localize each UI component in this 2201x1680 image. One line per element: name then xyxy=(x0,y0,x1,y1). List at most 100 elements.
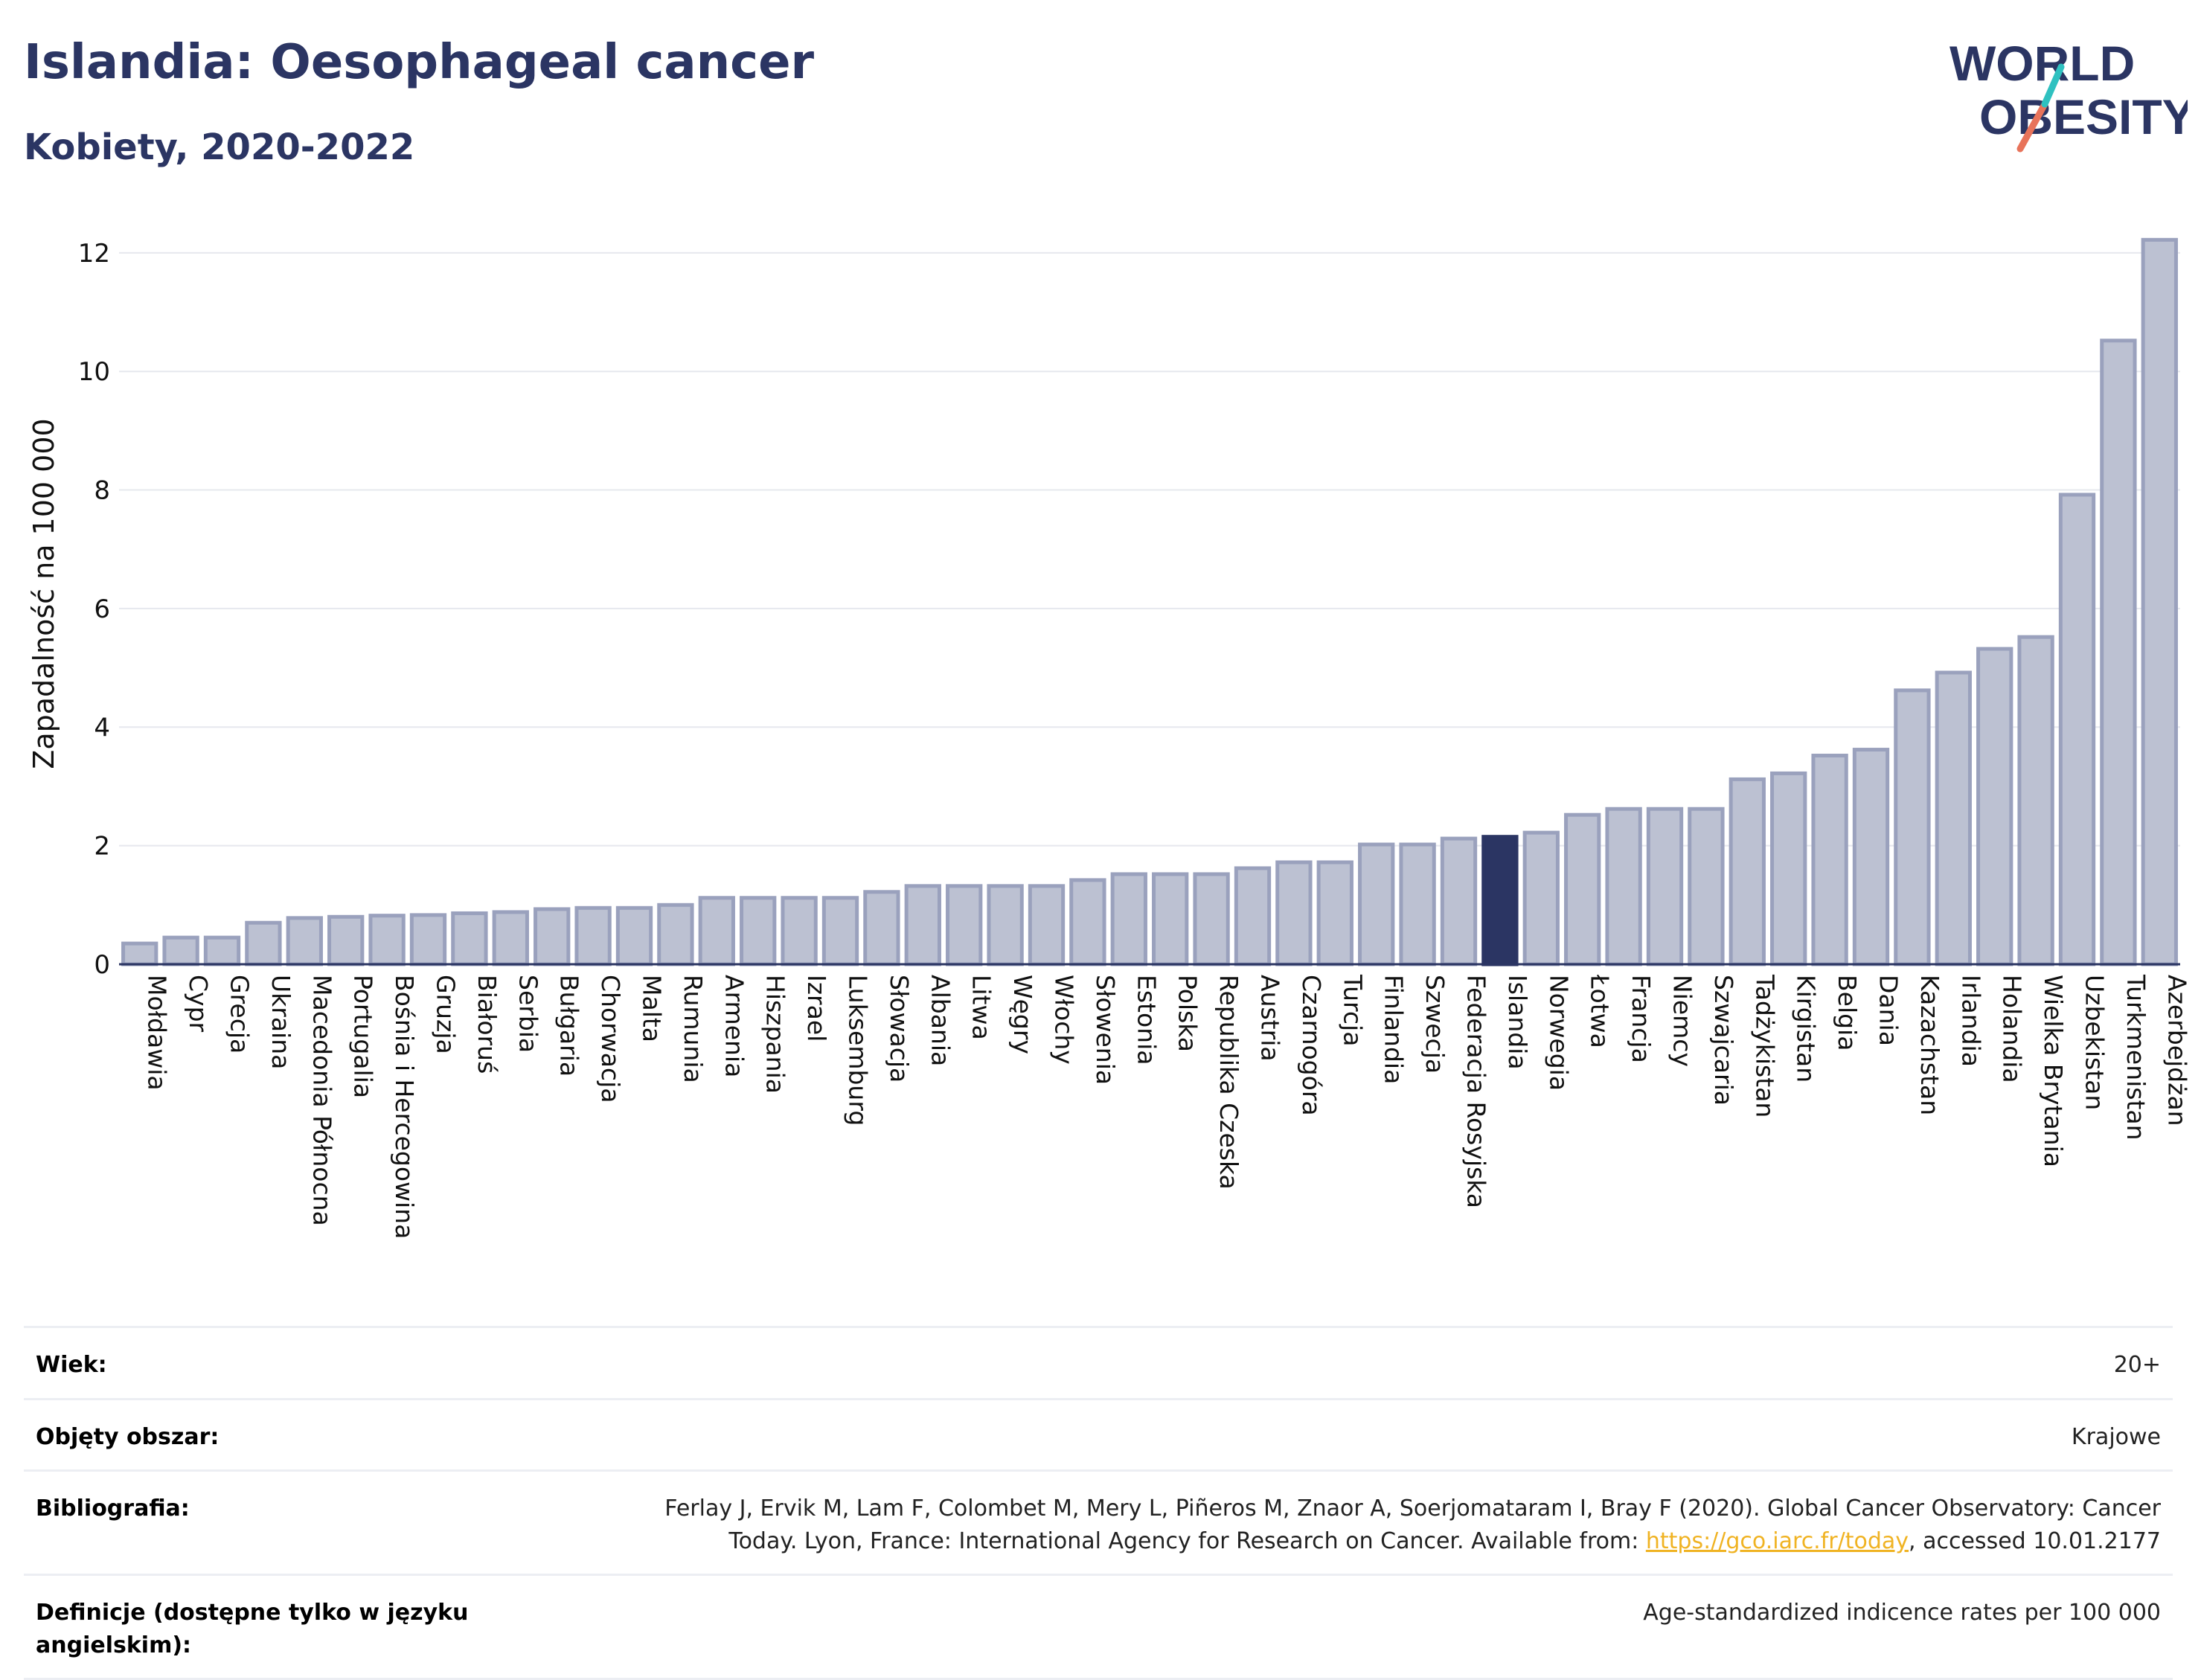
x-tick-label: Armenia xyxy=(720,975,749,1077)
bibliography-line-1: Ferlay J, Ervik M, Lam F, Colombet M, Me… xyxy=(664,1495,2161,1522)
x-tick-label: Gruzja xyxy=(432,975,461,1054)
x-tick-label: Wielka Brytania xyxy=(2039,975,2068,1167)
info-table: Wiek: 20+ Objęty obszar: Krajowe Bibliog… xyxy=(24,1326,2173,1680)
x-tick-label: Belgia xyxy=(1833,975,1862,1051)
x-tick-label: Federacja Rosyjska xyxy=(1462,975,1491,1208)
x-tick-label: Szwecja xyxy=(1420,975,1449,1074)
bar xyxy=(1605,807,1642,966)
bar xyxy=(2017,635,2054,966)
x-tick-label: Słowacja xyxy=(885,975,914,1083)
x-tick-label: Włochy xyxy=(1050,975,1079,1065)
bar xyxy=(1110,872,1147,966)
y-tick-label: 12 xyxy=(78,239,110,269)
x-tick-label: Albania xyxy=(926,975,955,1066)
x-tick-label: Kazachstan xyxy=(1915,975,1944,1115)
bar xyxy=(1399,842,1436,966)
x-tick-label: Niemcy xyxy=(1668,975,1697,1067)
bar xyxy=(1152,872,1189,966)
x-tick-label: Ukraina xyxy=(266,975,295,1069)
bar xyxy=(1316,860,1353,966)
bar xyxy=(409,913,447,966)
chart-subtitle: Kobiety, 2020-2022 xyxy=(24,126,415,168)
x-tick-label: Serbia xyxy=(513,975,542,1053)
bar xyxy=(1811,754,1848,966)
x-tick-label: Bośnia i Hercegowina xyxy=(390,975,419,1239)
bar xyxy=(574,905,612,966)
y-tick-label: 8 xyxy=(94,476,110,506)
bar xyxy=(1646,807,1684,966)
x-tick-label: Bułgaria xyxy=(555,975,584,1077)
x-tick-label: Tadżykistan xyxy=(1750,974,1779,1118)
bar xyxy=(2141,237,2178,966)
bar xyxy=(821,896,859,966)
bar xyxy=(1275,860,1313,966)
bar xyxy=(781,896,818,966)
bar xyxy=(740,896,777,966)
world-obesity-logo: WORLD OBESITY xyxy=(1949,36,2188,153)
bar xyxy=(451,911,488,966)
x-tick-label: Łotwa xyxy=(1586,974,1615,1048)
bar xyxy=(615,905,653,966)
bar xyxy=(162,935,199,966)
x-tick-label: Islandia xyxy=(1503,975,1532,1070)
x-tick-label: Estonia xyxy=(1132,975,1161,1065)
bar xyxy=(203,935,241,966)
y-tick-label: 4 xyxy=(94,713,110,743)
bar xyxy=(1358,842,1395,966)
bibliography-link[interactable]: https://gco.iarc.fr/today xyxy=(1645,1527,1909,1554)
x-tick-label: Grecja xyxy=(225,975,254,1054)
chart-title: Islandia: Oesophageal cancer xyxy=(24,35,815,90)
x-tick-label: Malta xyxy=(638,975,667,1042)
bar xyxy=(1564,812,1601,966)
logo-obesity-text: OBESITY xyxy=(1979,89,2188,144)
y-tick-label: 10 xyxy=(78,357,110,387)
y-tick-label: 6 xyxy=(94,594,110,624)
bar xyxy=(1688,807,1725,966)
bar xyxy=(1770,771,1807,966)
bar xyxy=(1440,836,1478,966)
x-tick-label: Białoruś xyxy=(472,975,502,1074)
x-tick-label: Węgry xyxy=(1008,975,1037,1054)
x-tick-label: Cypr xyxy=(184,975,213,1033)
x-tick-label: Republika Czeska xyxy=(1214,975,1243,1190)
bibliography-line-2-end: , accessed 10.01.2177 xyxy=(1909,1527,2161,1554)
bar xyxy=(1028,884,1066,966)
x-tick-label: Czarnogóra xyxy=(1297,975,1326,1116)
x-tick-label: Turcja xyxy=(1338,974,1367,1046)
x-tick-label: Litwa xyxy=(967,975,996,1040)
bar xyxy=(1935,670,1972,966)
x-tick-label: Izrael xyxy=(802,975,831,1042)
bar xyxy=(863,890,900,966)
bar xyxy=(698,896,735,966)
x-tick-label: Mołdawia xyxy=(143,975,172,1091)
bar xyxy=(1729,777,1766,966)
info-label-area: Objęty obszar: xyxy=(36,1423,220,1450)
info-row-age: Wiek: 20+ xyxy=(24,1326,2173,1398)
x-tick-label: Słowenia xyxy=(1091,975,1120,1085)
x-tick-label: Rumunia xyxy=(679,975,708,1083)
info-row-bibliography: Bibliografia: Ferlay J, Ervik M, Lam F, … xyxy=(24,1469,2173,1574)
bar-chart: 0 2 4 6 8 10 12 Mołdawia Cypr Grecja Ukraina Maced… xyxy=(28,237,2192,1239)
logo-slash-accent-icon xyxy=(2041,63,2065,108)
info-label-age: Wiek: xyxy=(36,1352,107,1378)
info-value-bibliography: Ferlay J, Ervik M, Lam F, Colombet M, Me… xyxy=(664,1493,2161,1557)
bar xyxy=(1234,866,1272,966)
x-tick-label: Norwegia xyxy=(1544,975,1573,1091)
x-tick-label: Francja xyxy=(1627,975,1656,1063)
y-tick-label: 0 xyxy=(94,950,110,980)
info-row-area: Objęty obszar: Krajowe xyxy=(24,1397,2173,1470)
info-row-definitions: Definicje (dostępne tylko w języku angie… xyxy=(24,1574,2173,1680)
bar xyxy=(245,920,282,966)
x-tick-label: Holandia xyxy=(1998,975,2027,1083)
bar xyxy=(946,884,983,966)
x-tick-label: Austria xyxy=(1256,975,1285,1062)
x-tick-label: Polska xyxy=(1173,975,1202,1052)
bar xyxy=(2058,493,2096,966)
bibliography-line-2: Today. Lyon, France: International Agenc… xyxy=(728,1527,1646,1554)
info-value-definitions: Age-standardized indicence rates per 100… xyxy=(1643,1600,2161,1626)
x-axis-labels: Mołdawia Cypr Grecja Ukraina Macedonia Półno… xyxy=(143,974,2192,1239)
bar xyxy=(1522,830,1560,966)
x-tick-label: Turkmenistan xyxy=(2121,974,2150,1141)
bar xyxy=(327,914,365,966)
bar-highlight xyxy=(1481,835,1519,966)
